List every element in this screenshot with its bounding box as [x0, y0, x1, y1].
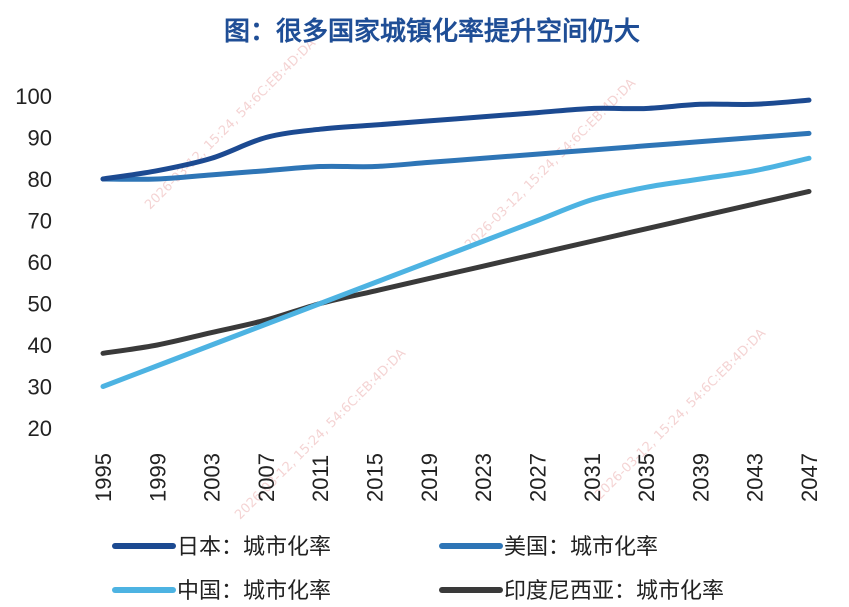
x-tick-label: 2043 [743, 453, 768, 502]
x-tick-label: 2019 [417, 453, 442, 502]
x-tick-label: 2003 [200, 453, 225, 502]
x-tick-label: 2031 [580, 453, 605, 502]
watermark-layer: 2026-03-12, 15:24, 54:6C:EB:4D:DA 2026-0… [142, 36, 769, 523]
legend-label: 美国：城市化率 [504, 535, 658, 560]
y-tick-label: 100 [15, 84, 52, 109]
x-axis: 1995 1999 2003 2007 2011 2015 2019 2023 2027 2031… [91, 453, 822, 502]
x-tick-label: 2035 [634, 453, 659, 502]
svg-text:2026-03-12, 15:24, 54:6C:EB:4D: 2026-03-12, 15:24, 54:6C:EB:4D:DA [462, 76, 639, 253]
y-tick-label: 80 [28, 167, 52, 192]
legend-label: 日本：城市化率 [177, 535, 331, 560]
y-axis: 20 30 40 50 60 70 80 90 100 [15, 84, 52, 441]
series-line-2 [100, 155, 812, 389]
series-line-0 [100, 97, 812, 182]
x-tick-label: 2011 [308, 455, 333, 502]
legend-label: 印度尼西亚：城市化率 [504, 579, 724, 604]
x-tick-label: 1999 [145, 453, 170, 502]
series-line-1 [100, 130, 812, 182]
legend-label: 中国：城市化率 [177, 579, 331, 604]
plot-lines [100, 97, 812, 389]
svg-text:2026-03-12, 15:24, 54:6C:EB:4D: 2026-03-12, 15:24, 54:6C:EB:4D:DA [142, 36, 319, 213]
y-tick-label: 50 [28, 292, 52, 317]
y-tick-label: 30 [28, 375, 52, 400]
x-tick-label: 1995 [91, 453, 116, 502]
x-tick-label: 2039 [688, 453, 713, 502]
y-tick-label: 90 [28, 126, 52, 151]
x-tick-label: 2015 [363, 453, 388, 502]
y-tick-label: 60 [28, 250, 52, 275]
x-tick-label: 2007 [254, 453, 279, 502]
y-tick-label: 70 [28, 209, 52, 234]
y-tick-label: 20 [28, 416, 52, 441]
x-tick-label: 2047 [797, 453, 822, 502]
series-line-3 [100, 188, 812, 356]
x-tick-label: 2023 [471, 453, 496, 502]
y-tick-label: 40 [28, 333, 52, 358]
x-tick-label: 2027 [525, 453, 550, 502]
chart-title: 图：很多国家城镇化率提升空间仍大 [224, 16, 640, 47]
